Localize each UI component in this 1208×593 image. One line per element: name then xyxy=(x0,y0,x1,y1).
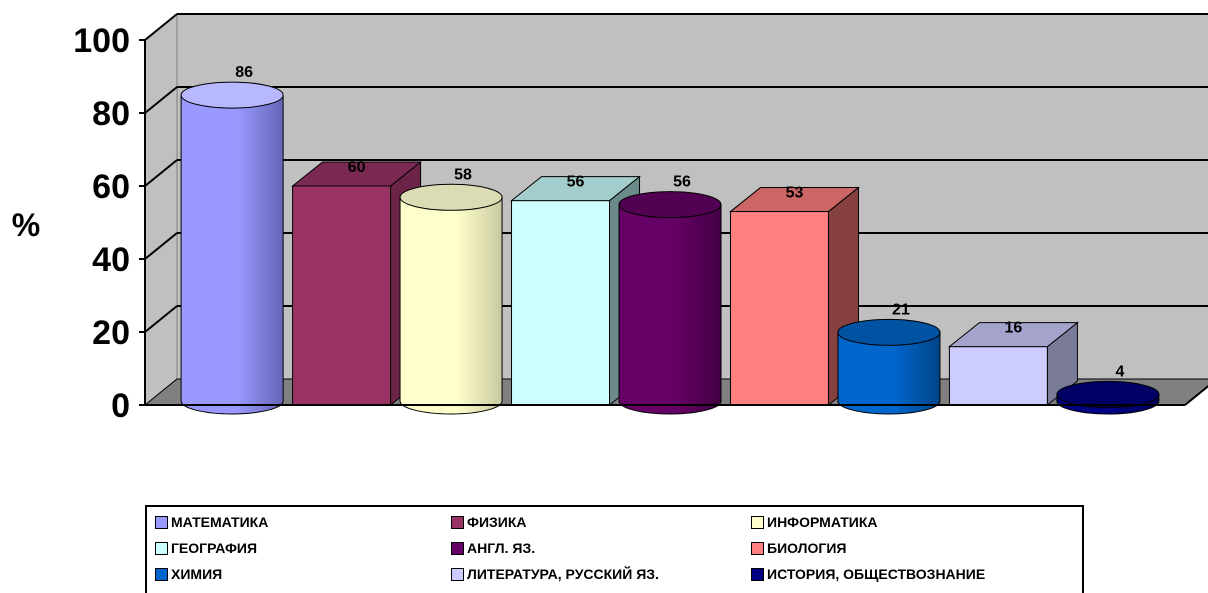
legend-label: МАТЕМАТИКА xyxy=(171,514,269,530)
legend-label: ХИМИЯ xyxy=(171,566,223,582)
bar xyxy=(947,321,1079,407)
legend-item: ГЕОГРАФИЯ xyxy=(155,537,257,559)
bar xyxy=(837,318,941,415)
legend-item: МАТЕМАТИКА xyxy=(155,511,268,533)
data-label: 56 xyxy=(673,174,691,191)
legend-swatch xyxy=(751,567,764,581)
bar-front xyxy=(729,211,829,406)
bar-top xyxy=(399,183,503,211)
axis: 0 20 40 60 80 100 xyxy=(73,22,1208,425)
legend-label: ФИЗИКА xyxy=(467,514,527,530)
bar xyxy=(618,191,722,415)
bar-top xyxy=(947,322,1079,348)
bar-top xyxy=(618,191,722,219)
legend-item: ХИМИЯ xyxy=(155,563,222,585)
bar-top xyxy=(291,161,423,187)
legend-item: АНГЛ. ЯЗ. xyxy=(451,537,535,559)
legend-item: ФИЗИКА xyxy=(451,511,527,533)
legend-swatch xyxy=(451,515,464,529)
y-tick-label: 0 xyxy=(111,387,130,425)
legend-swatch xyxy=(155,567,168,581)
data-label: 58 xyxy=(454,166,472,183)
y-tick-label: 60 xyxy=(92,168,130,206)
legend-swatch xyxy=(751,541,764,555)
legend-item: ИНФОРМАТИКА xyxy=(751,511,878,533)
gridline xyxy=(144,232,178,260)
gridline xyxy=(144,305,178,333)
legend-item: ЛИТЕРАТУРА, РУССКИЙ ЯЗ. xyxy=(451,563,659,585)
bar-body xyxy=(180,94,284,415)
legend-label: ИНФОРМАТИКА xyxy=(767,514,878,530)
y-tick-label: 100 xyxy=(73,22,130,60)
data-label: 21 xyxy=(892,301,910,318)
bar xyxy=(1056,380,1160,415)
bar-body xyxy=(618,204,722,415)
bar-front xyxy=(511,200,611,406)
bar xyxy=(180,81,284,415)
side-wall xyxy=(144,12,178,407)
data-label: 4 xyxy=(1115,363,1124,380)
legend-label: АНГЛ. ЯЗ. xyxy=(467,540,536,556)
y-tick-label: 20 xyxy=(92,314,130,352)
legend-swatch xyxy=(751,515,764,529)
data-labels: 86 60 58 56 56 53 21 16 4 xyxy=(235,64,1124,380)
bar xyxy=(399,183,503,415)
legend-swatch xyxy=(451,541,464,555)
legend-label: ИСТОРИЯ, ОБЩЕСТВОЗНАНИЕ xyxy=(767,566,986,582)
bar-top xyxy=(729,187,860,213)
legend-swatch xyxy=(451,567,464,581)
data-label: 53 xyxy=(786,185,804,202)
bar-top xyxy=(180,81,284,109)
data-label: 60 xyxy=(348,159,366,176)
data-label: 16 xyxy=(1005,320,1023,337)
bar-body xyxy=(399,196,503,415)
bar xyxy=(510,175,641,407)
bars xyxy=(180,81,1160,415)
bar-top xyxy=(837,318,941,346)
legend-label: БИОЛОГИЯ xyxy=(767,540,847,556)
legend-item: ИСТОРИЯ, ОБЩЕСТВОЗНАНИЕ xyxy=(751,563,985,585)
legend-label: ЛИТЕРАТУРА, РУССКИЙ ЯЗ. xyxy=(467,566,659,582)
legend: МАТЕМАТИКА ФИЗИКА ИНФОРМАТИКА ГЕОГРАФИЯ АНГЛ… xyxy=(145,505,1084,593)
bar-front xyxy=(948,346,1048,406)
gridline xyxy=(144,159,178,187)
legend-item: БИОЛОГИЯ xyxy=(751,537,846,559)
y-axis-label: % xyxy=(12,207,40,243)
data-label: 86 xyxy=(235,64,253,81)
y-tick-label: 80 xyxy=(92,95,130,133)
gridline xyxy=(144,86,178,114)
y-tick-label: 40 xyxy=(92,241,130,279)
legend-swatch xyxy=(155,541,168,555)
bar-top xyxy=(510,176,641,202)
gridline xyxy=(144,13,178,41)
bar-top xyxy=(1056,380,1160,408)
data-label: 56 xyxy=(567,174,585,191)
bar-front xyxy=(292,185,392,406)
legend-swatch xyxy=(155,515,168,529)
floor-edge xyxy=(1184,385,1208,406)
legend-label: ГЕОГРАФИЯ xyxy=(171,540,258,556)
